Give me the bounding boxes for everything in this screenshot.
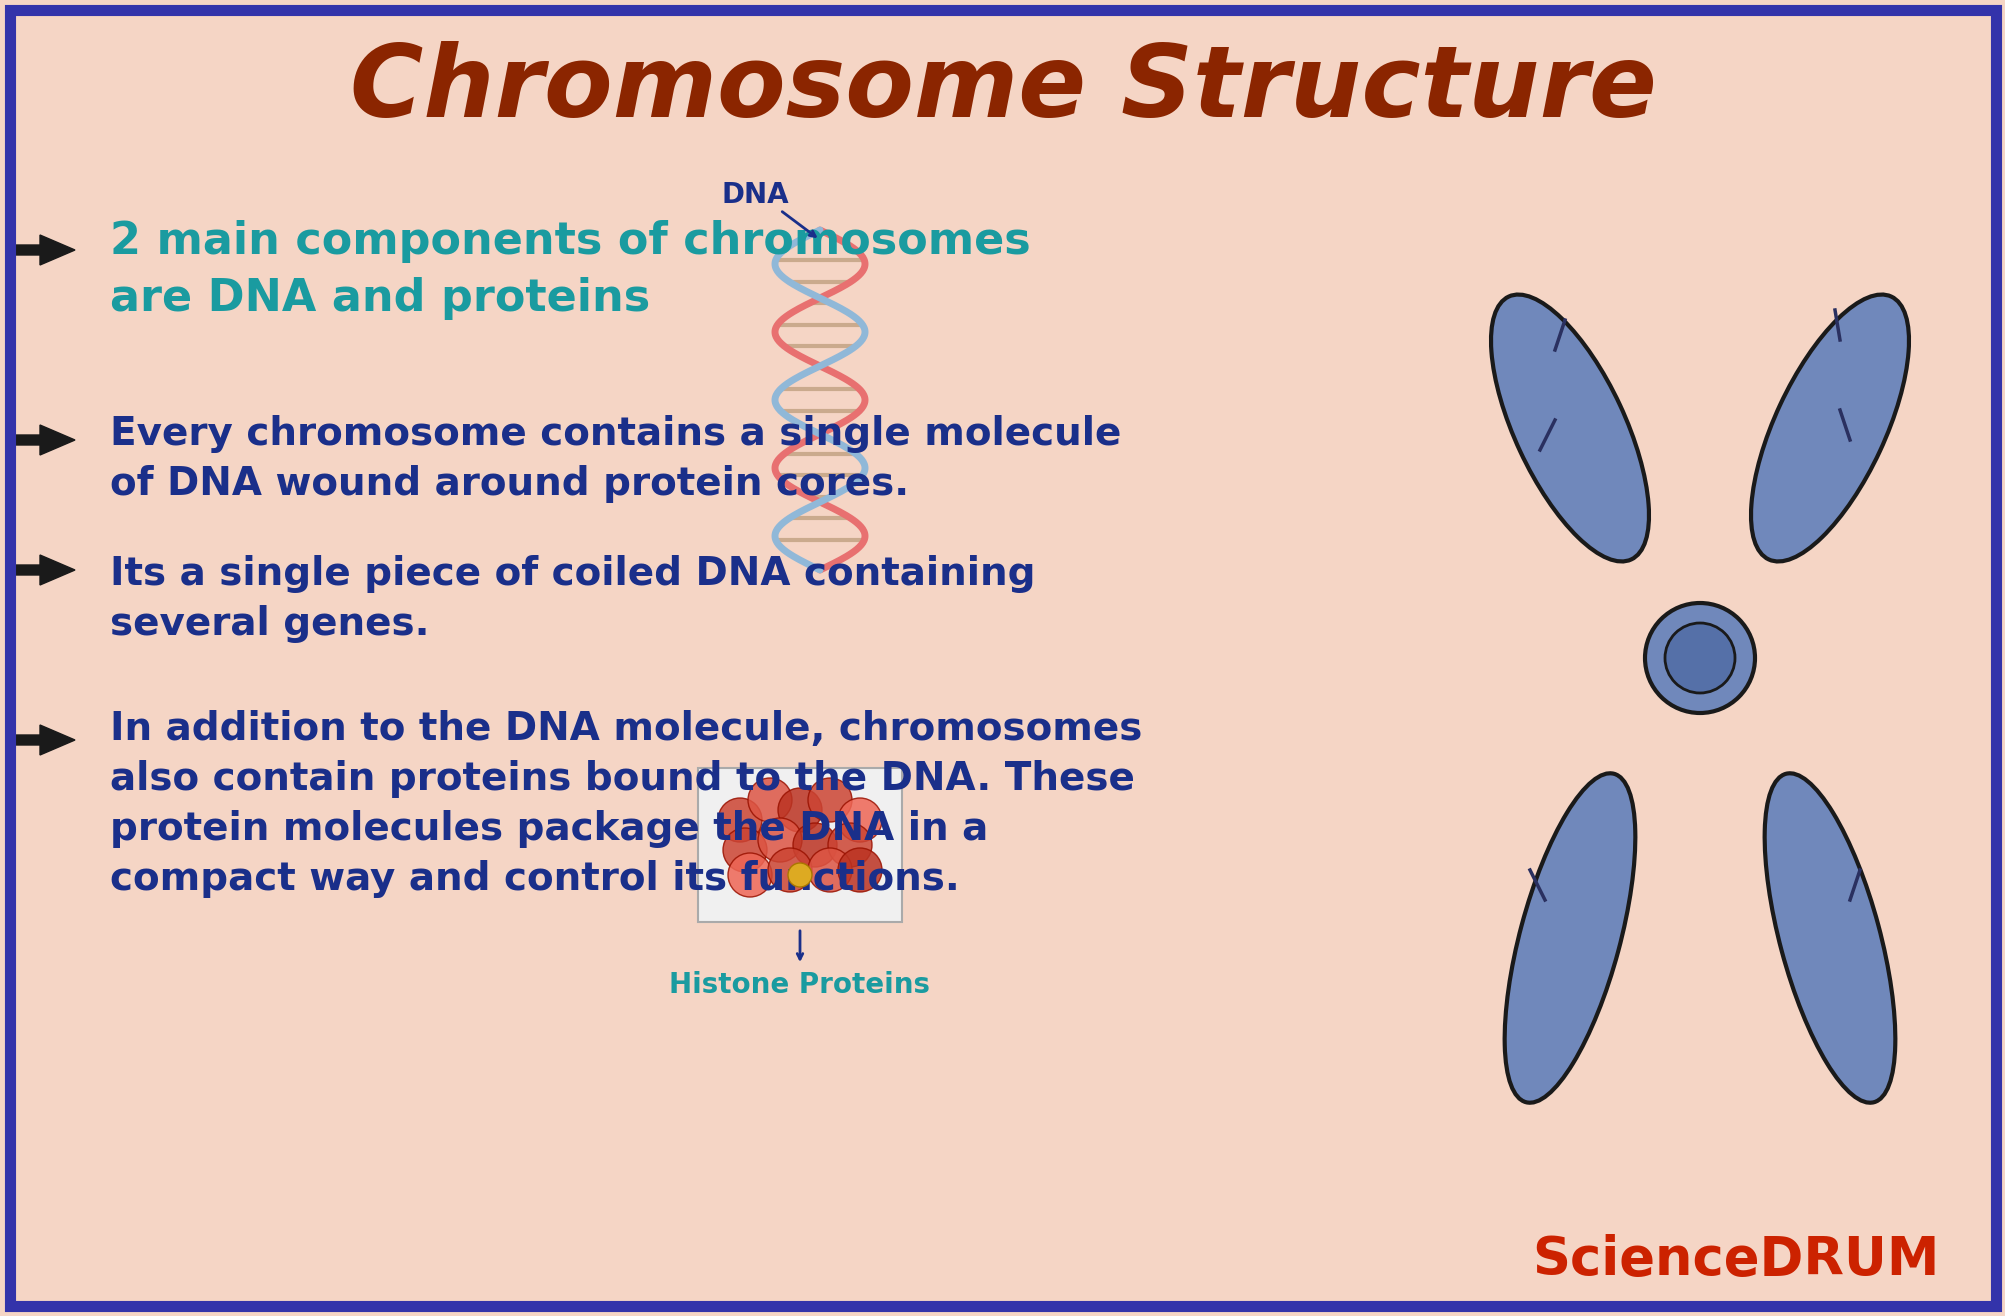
Circle shape (722, 828, 766, 873)
Polygon shape (14, 555, 74, 586)
Text: In addition to the DNA molecule, chromosomes
also contain proteins bound to the : In addition to the DNA molecule, chromos… (110, 711, 1141, 898)
Text: DNA: DNA (722, 182, 788, 209)
Circle shape (778, 788, 822, 832)
Ellipse shape (1750, 295, 1909, 562)
Circle shape (1664, 622, 1734, 694)
Circle shape (788, 863, 812, 887)
Circle shape (758, 819, 802, 862)
Polygon shape (14, 236, 74, 265)
Polygon shape (14, 725, 74, 755)
Circle shape (718, 797, 762, 842)
Circle shape (792, 822, 836, 867)
FancyBboxPatch shape (698, 769, 902, 923)
Ellipse shape (1764, 774, 1895, 1103)
Text: Its a single piece of coiled DNA containing
several genes.: Its a single piece of coiled DNA contain… (110, 555, 1035, 644)
Circle shape (828, 822, 872, 867)
Circle shape (838, 797, 882, 842)
Text: 2 main components of chromosomes
are DNA and proteins: 2 main components of chromosomes are DNA… (110, 220, 1031, 320)
Circle shape (838, 848, 882, 892)
Circle shape (768, 848, 812, 892)
Circle shape (748, 778, 792, 822)
Text: Histone Proteins: Histone Proteins (670, 971, 930, 999)
Circle shape (808, 778, 852, 822)
Polygon shape (14, 425, 74, 455)
Circle shape (728, 853, 772, 898)
Circle shape (808, 848, 852, 892)
Text: Every chromosome contains a single molecule
of DNA wound around protein cores.: Every chromosome contains a single molec… (110, 415, 1121, 503)
Text: ScienceDRUM: ScienceDRUM (1532, 1234, 1939, 1286)
Ellipse shape (1504, 774, 1634, 1103)
Text: Chromosome Structure: Chromosome Structure (349, 42, 1656, 138)
Circle shape (1644, 603, 1754, 713)
Ellipse shape (1490, 295, 1648, 562)
